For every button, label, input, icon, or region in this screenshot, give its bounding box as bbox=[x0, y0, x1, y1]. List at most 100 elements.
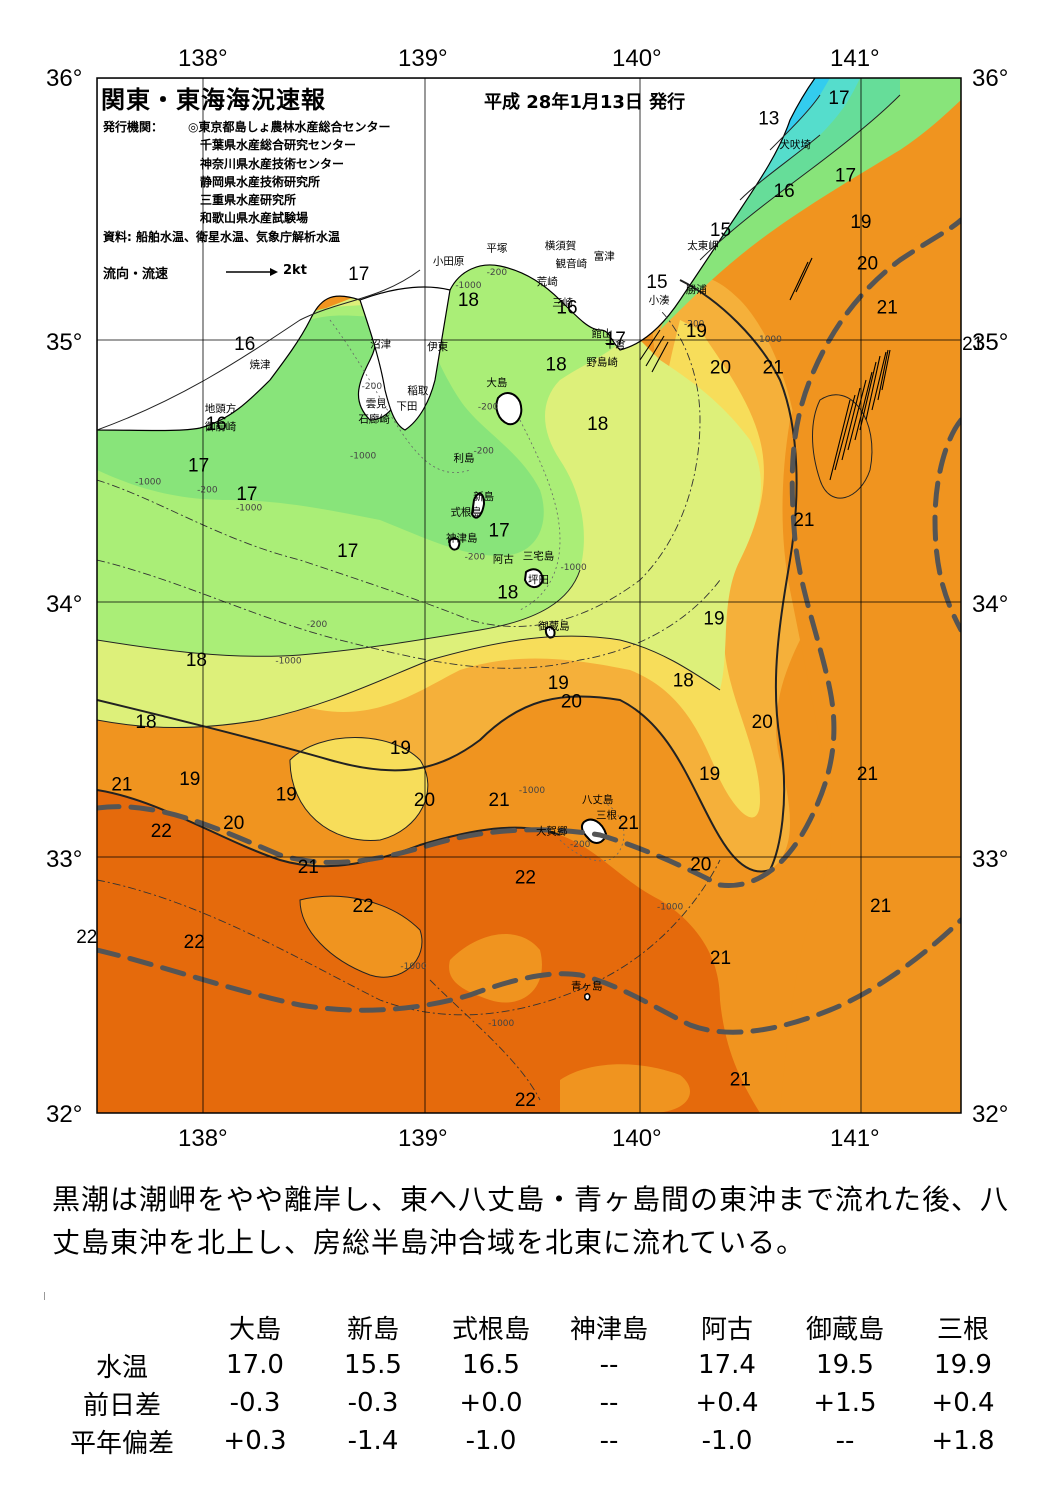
table-col-header: 阿古 bbox=[700, 1314, 753, 1345]
place-label: 観音崎 bbox=[556, 257, 588, 270]
table-cell: +0.0 bbox=[459, 1388, 523, 1418]
temperature-label: 20 bbox=[857, 254, 878, 275]
temperature-label: 18 bbox=[587, 414, 608, 435]
table-cell: 16.5 bbox=[462, 1350, 520, 1380]
temperature-label: 20 bbox=[223, 813, 244, 834]
data-source: 資料: 船舶水温、衛星水温、気象庁解析水温 bbox=[103, 230, 340, 244]
map-body bbox=[97, 78, 961, 1113]
table-header-row: 大島 新島 式根島 神津島 阿古 御蔵島 三根 bbox=[48, 1308, 1022, 1346]
temperature-label: 20 bbox=[561, 691, 582, 712]
current-vectors bbox=[639, 257, 891, 481]
place-label: 荒崎 bbox=[537, 275, 558, 288]
zone-cool-north bbox=[660, 78, 961, 330]
place-label: 太東岬 bbox=[687, 239, 719, 252]
depth-label: -1000 bbox=[135, 478, 161, 488]
temperature-label: 19 bbox=[686, 321, 707, 342]
depth-label: -1000 bbox=[756, 335, 782, 345]
table-row: 前日差 -0.3 -0.3 +0.0 -- +0.4 +1.5 +0.4 bbox=[48, 1384, 1022, 1422]
place-label: 地頭方 bbox=[205, 402, 237, 415]
table-cell: 17.4 bbox=[698, 1350, 756, 1380]
isotherms bbox=[97, 94, 901, 978]
margin-mark bbox=[44, 1292, 45, 1300]
temperature-label: 18 bbox=[458, 290, 479, 311]
zone-15 bbox=[700, 78, 900, 260]
kuroshio-north bbox=[97, 217, 961, 889]
lat-labels-left: 36° 35° 34° 33° 32° bbox=[46, 65, 82, 1128]
table-cell: +1.8 bbox=[931, 1426, 995, 1456]
table-col-header: 三根 bbox=[936, 1314, 989, 1345]
table-cell: -- bbox=[599, 1388, 619, 1418]
place-label: 勝浦 bbox=[686, 283, 707, 296]
temperature-label: 17 bbox=[236, 484, 257, 505]
temperature-label: 17 bbox=[828, 88, 849, 109]
place-label: 御前崎 bbox=[205, 420, 237, 433]
island-niijima bbox=[470, 492, 486, 519]
depth-label: -1000 bbox=[350, 452, 376, 462]
depth-label: -1000 bbox=[236, 504, 262, 514]
lat-label: 36° bbox=[972, 65, 1008, 92]
temperature-label: 19 bbox=[548, 673, 569, 694]
lon-labels-top: 138° 139° 140° 141° bbox=[178, 45, 880, 72]
table-row: 平年偏差 +0.3 -1.4 -1.0 -- -1.0 -- +1.8 bbox=[48, 1422, 1022, 1460]
temperature-label: 16 bbox=[774, 181, 795, 202]
temperature-label: 17 bbox=[348, 264, 369, 285]
lon-label: 140° bbox=[612, 1125, 662, 1152]
island-aogashima bbox=[584, 993, 591, 1001]
temperature-label: 21 bbox=[710, 948, 731, 969]
place-label: 平塚 bbox=[486, 243, 507, 255]
island-temperature-table: 大島 新島 式根島 神津島 阿古 御蔵島 三根 水温 17.0 15.5 16.… bbox=[48, 1308, 1022, 1460]
lat-label: 35° bbox=[972, 329, 1008, 356]
table-cell: +0.4 bbox=[695, 1388, 759, 1418]
depth-contours bbox=[97, 309, 721, 1101]
table-cell: +1.5 bbox=[813, 1388, 877, 1418]
depth-label: -1000 bbox=[275, 656, 301, 666]
place-label: 青ヶ島 bbox=[571, 980, 603, 993]
depth-label: -200 bbox=[487, 268, 508, 278]
depth-label: -1000 bbox=[488, 1019, 514, 1029]
issuer-item: 和歌山県水産試験場 bbox=[200, 211, 309, 226]
temperature-label: 21 bbox=[877, 298, 898, 319]
table-cell: -1.0 bbox=[701, 1426, 753, 1456]
place-label: 新島 bbox=[473, 490, 494, 503]
temperature-label: 18 bbox=[673, 671, 694, 692]
temperature-label: 21 bbox=[793, 510, 814, 531]
temperature-label: 21 bbox=[870, 896, 891, 917]
place-label: 八丈島 bbox=[582, 793, 614, 806]
temperature-label: 18 bbox=[186, 650, 207, 671]
issuer-label: 発行機関： bbox=[103, 120, 164, 134]
temperature-label: 21 bbox=[111, 774, 132, 795]
map-title: 関東・東海海況速報 bbox=[101, 86, 326, 114]
legend-unit: 2kt bbox=[283, 263, 307, 278]
table-cell: -1.0 bbox=[465, 1426, 517, 1456]
table-cell: +0.4 bbox=[931, 1388, 995, 1418]
place-label: 三崎 bbox=[552, 296, 573, 309]
temperature-label: 21 bbox=[730, 1070, 751, 1091]
lat-label: 36° bbox=[46, 65, 82, 92]
temperature-label: 17 bbox=[835, 166, 856, 187]
temperature-label: 21 bbox=[962, 334, 983, 355]
map-frame bbox=[96, 77, 962, 1114]
lat-label: 34° bbox=[972, 591, 1008, 618]
zone-19-pocket bbox=[290, 737, 428, 841]
table-cell: -- bbox=[599, 1350, 619, 1380]
place-label: 阿古 bbox=[493, 552, 514, 565]
depth-label: -1000 bbox=[561, 563, 587, 573]
issuer-item: 静岡県水産技術研究所 bbox=[200, 174, 321, 189]
depth-label: -200 bbox=[473, 447, 494, 457]
temperature-label: 16 bbox=[556, 298, 577, 319]
temperature-label: 22 bbox=[151, 821, 172, 842]
depth-label: -200 bbox=[465, 553, 486, 563]
temperature-label: 19 bbox=[390, 738, 411, 759]
temperature-label: 19 bbox=[850, 212, 871, 233]
zone-21-pocket bbox=[300, 896, 690, 1113]
temperature-label: 21 bbox=[618, 813, 639, 834]
place-label: 下田 bbox=[396, 401, 417, 413]
place-label: 石廊崎 bbox=[358, 413, 390, 426]
temperature-label: 17 bbox=[188, 456, 209, 477]
place-label: 千倉 bbox=[605, 337, 626, 350]
table-row-header: 平年偏差 bbox=[69, 1428, 174, 1459]
issuer-item: ◎東京都島しょ農林水産総合センター bbox=[188, 120, 391, 134]
temperature-label: 19 bbox=[179, 769, 200, 790]
temperature-label: 21 bbox=[298, 857, 319, 878]
graticule bbox=[97, 78, 961, 1113]
